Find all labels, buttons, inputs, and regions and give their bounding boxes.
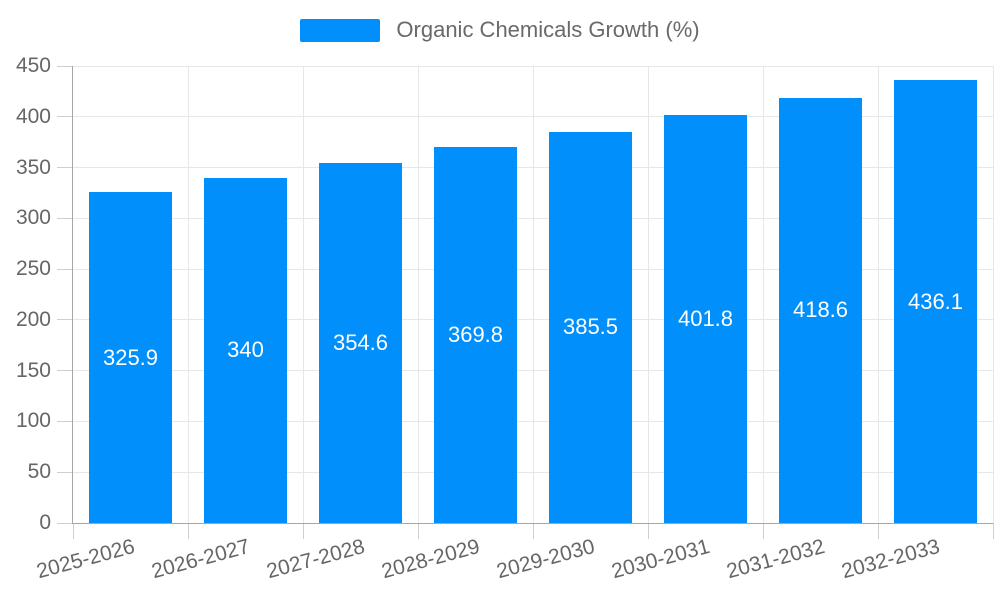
x-axis-tick: [72, 523, 74, 539]
y-axis-tick: [57, 116, 73, 118]
bar[interactable]: [204, 177, 287, 523]
x-axis-tick: [877, 523, 879, 539]
bar-value-label: 436.1: [907, 289, 964, 314]
y-axis-tick-label: 450: [15, 54, 51, 77]
gridline-vertical: [302, 66, 304, 523]
y-axis-tick: [57, 167, 73, 169]
bar-value-label: 385.5: [562, 314, 619, 339]
y-axis-tick: [57, 370, 73, 372]
y-axis-tick: [57, 217, 73, 219]
legend-marker: [300, 18, 381, 42]
y-axis-tick-label: 250: [15, 257, 51, 281]
y-axis-tick-label: 0: [39, 511, 51, 534]
y-axis-tick: [57, 522, 73, 524]
x-axis-tick: [187, 523, 189, 539]
bar-value-label: 418.6: [792, 297, 849, 322]
gridline-vertical: [187, 66, 189, 523]
bar[interactable]: [779, 97, 862, 523]
y-axis-tick-label: 350: [15, 155, 51, 179]
x-axis-line: [73, 523, 993, 524]
gridline-vertical: [532, 66, 534, 523]
y-axis-tick-label: 50: [27, 460, 51, 484]
bar[interactable]: [434, 147, 517, 523]
y-axis-tick-label: 300: [15, 206, 51, 230]
bar-value-label: 340: [227, 337, 264, 362]
y-axis-tick: [57, 65, 73, 67]
gridline-vertical: [417, 66, 419, 523]
y-axis-line: [72, 66, 73, 524]
bar[interactable]: [319, 162, 402, 523]
x-axis-tick: [302, 523, 304, 539]
y-axis-tick: [57, 420, 73, 422]
bar-value-label: 401.8: [677, 306, 734, 331]
x-axis-tick: [762, 523, 764, 539]
y-axis-tick-label: 100: [15, 409, 51, 433]
y-axis-tick-label: 400: [15, 104, 51, 128]
bar-value-label: 325.9: [102, 345, 159, 370]
y-axis-tick-label: 150: [15, 358, 51, 382]
legend-label: Organic Chemicals Growth (%): [396, 17, 700, 42]
gridline-vertical: [877, 66, 879, 523]
gridline-vertical: [762, 66, 764, 523]
bar[interactable]: [89, 192, 172, 523]
x-axis-tick: [417, 523, 419, 539]
bar[interactable]: [664, 114, 747, 523]
y-axis-tick: [57, 471, 73, 473]
y-axis-tick-label: 200: [15, 307, 51, 331]
gridline-vertical: [992, 66, 994, 523]
bar-value-label: 369.8: [447, 322, 504, 347]
y-axis-tick: [57, 319, 73, 321]
bar[interactable]: [549, 131, 632, 523]
bar-value-label: 354.6: [332, 330, 389, 355]
gridline-vertical: [647, 66, 649, 523]
x-axis-tick: [647, 523, 649, 539]
legend-item[interactable]: Organic Chemicals Growth (%): [0, 16, 1000, 44]
x-axis-tick: [992, 523, 994, 539]
x-axis-tick: [532, 523, 534, 539]
bar[interactable]: [894, 80, 977, 523]
y-axis-tick: [57, 268, 73, 270]
